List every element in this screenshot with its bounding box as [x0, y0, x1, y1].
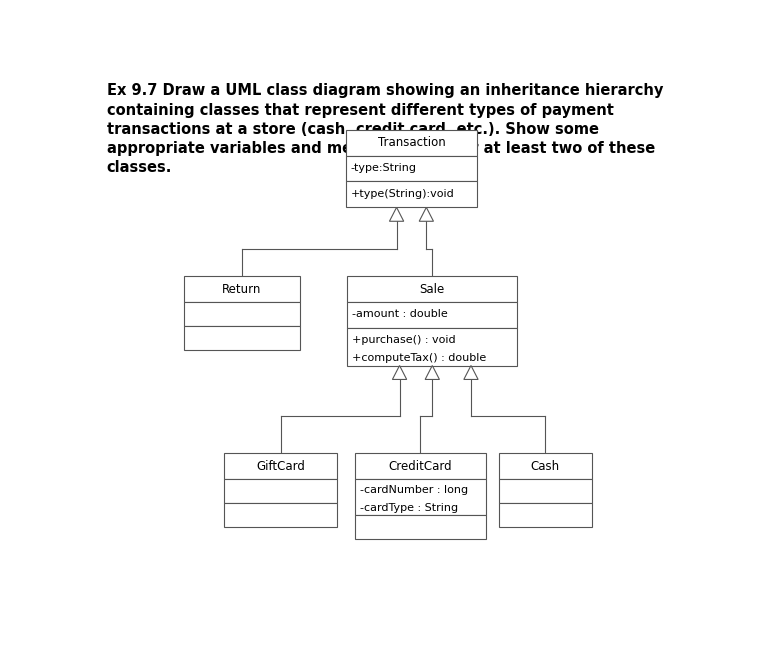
Bar [355, 453, 486, 479]
Bar [184, 326, 300, 350]
Polygon shape [389, 207, 404, 222]
Bar [355, 515, 486, 539]
Text: +type(String):void: +type(String):void [351, 189, 455, 198]
Bar [499, 479, 591, 503]
Bar [347, 302, 517, 328]
Text: Ex 9.7 Draw a UML class diagram showing an inheritance hierarchy
containing clas: Ex 9.7 Draw a UML class diagram showing … [107, 83, 663, 175]
Bar [499, 453, 591, 479]
Polygon shape [419, 207, 433, 222]
Polygon shape [392, 366, 407, 379]
Text: +purchase() : void: +purchase() : void [353, 335, 456, 344]
Text: -cardNumber : long: -cardNumber : long [359, 485, 468, 495]
Text: Cash: Cash [531, 459, 560, 472]
Bar [224, 503, 337, 526]
Text: -type:String: -type:String [351, 163, 417, 172]
Bar [346, 182, 477, 207]
Bar [355, 479, 486, 515]
Bar [499, 503, 591, 526]
Text: -amount : double: -amount : double [353, 309, 448, 319]
Text: CreditCard: CreditCard [389, 459, 452, 472]
Bar [184, 276, 300, 302]
Text: Return: Return [222, 283, 262, 296]
Polygon shape [425, 366, 439, 379]
Text: +computeTax() : double: +computeTax() : double [353, 353, 486, 363]
Bar [224, 453, 337, 479]
Bar [224, 479, 337, 503]
Bar [347, 328, 517, 366]
Bar [346, 156, 477, 182]
Bar [184, 302, 300, 326]
Bar [347, 276, 517, 302]
Polygon shape [464, 366, 478, 379]
Text: Sale: Sale [419, 283, 445, 296]
Text: Transaction: Transaction [378, 136, 445, 149]
Text: -cardType : String: -cardType : String [359, 503, 458, 513]
Bar [346, 130, 477, 156]
Text: GiftCard: GiftCard [256, 459, 305, 472]
